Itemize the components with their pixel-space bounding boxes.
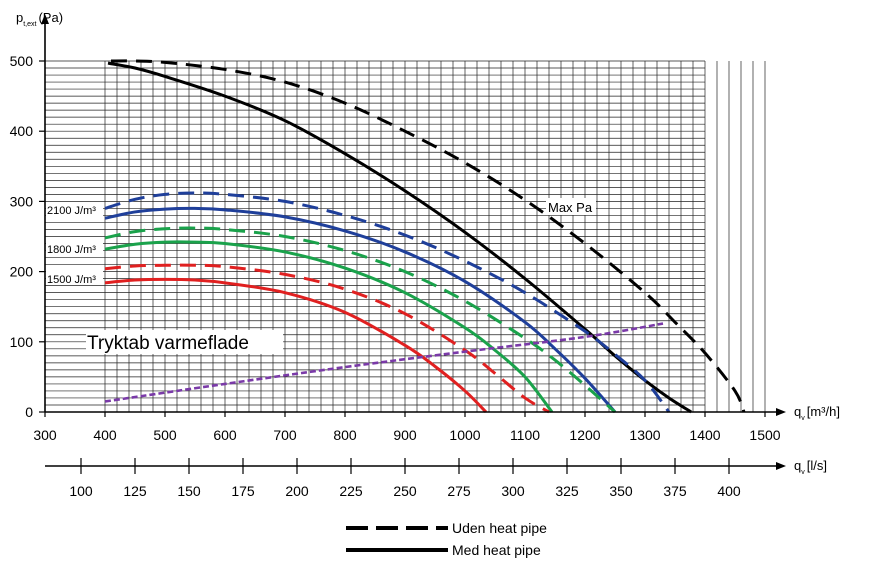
tryktab-label-bg bbox=[86, 330, 283, 354]
x2-tick-label: 100 bbox=[69, 483, 93, 499]
series-line-max-pa-uden-heat-pipe bbox=[110, 59, 746, 413]
x2-tick-label: 200 bbox=[285, 483, 309, 499]
x2-tick-label: 375 bbox=[663, 483, 687, 499]
x2-tick-label: 225 bbox=[339, 483, 363, 499]
y-tick-label: 300 bbox=[10, 193, 34, 209]
chart-labels: 0 100 200 300 400 500 300 400 500 600 700 800 900 100… bbox=[10, 10, 840, 499]
x-tick-label: 600 bbox=[213, 427, 237, 443]
series-line-2100-j-m-uden-heat-pipe bbox=[104, 191, 671, 413]
chart-series bbox=[104, 59, 746, 414]
x-tick-label: 1100 bbox=[510, 427, 540, 443]
svg-text:Max Pa: Max Pa bbox=[548, 200, 593, 215]
y-tick-label: 0 bbox=[25, 404, 33, 420]
x-tick-label: 800 bbox=[333, 427, 357, 443]
y-axis-arrow-icon bbox=[41, 14, 49, 24]
j1500-label-bg bbox=[46, 271, 103, 285]
y-tick-label: 100 bbox=[10, 334, 34, 350]
y-tick-label: 200 bbox=[10, 264, 34, 280]
j1800-label: 1800 J/m³ bbox=[47, 244, 96, 256]
x2-axis-arrow-icon bbox=[776, 462, 786, 470]
x2-axis-title: qv [l/s] bbox=[794, 458, 827, 476]
x-tick-label: 700 bbox=[273, 427, 297, 443]
svg-text:1800 J/m³: 1800 J/m³ bbox=[47, 244, 96, 256]
x-tick-label: 400 bbox=[93, 427, 117, 443]
x-tick-label: 1400 bbox=[689, 427, 720, 443]
x-tick-label: 1300 bbox=[629, 427, 660, 443]
series-line-2100-j-m-med-heat-pipe bbox=[104, 206, 617, 413]
x2-tick-label: 250 bbox=[393, 483, 417, 499]
chart-axes bbox=[39, 14, 786, 474]
tryktab-label: Tryktab varmeflade bbox=[87, 333, 249, 354]
series-line-1800-j-m-med-heat-pipe bbox=[104, 240, 554, 413]
x2-tick-label: 125 bbox=[123, 483, 147, 499]
x-axis-title: qv [m³/h] bbox=[794, 404, 840, 422]
x2-tick-label: 175 bbox=[231, 483, 255, 499]
series-line-1500-j-m-uden-heat-pipe bbox=[104, 263, 550, 414]
x2-tick-label: 350 bbox=[609, 483, 633, 499]
x-tick-label: 300 bbox=[33, 427, 57, 443]
legend-entry: Uden heat pipe bbox=[346, 520, 547, 536]
x-tick-label: 500 bbox=[153, 427, 177, 443]
series-line-1800-j-m-uden-heat-pipe bbox=[104, 226, 616, 414]
max-pa-label: Max Pa bbox=[548, 200, 593, 215]
x-tick-label: 1000 bbox=[449, 427, 480, 443]
j1800-label-bg bbox=[46, 241, 103, 255]
x2-tick-label: 325 bbox=[555, 483, 579, 499]
series-line-1500-j-m-med-heat-pipe bbox=[104, 277, 488, 414]
legend-entry: Med heat pipe bbox=[346, 542, 541, 558]
max-pa-label-bg bbox=[546, 198, 596, 215]
j1500-label: 1500 J/m³ bbox=[47, 274, 96, 286]
svg-text:2100 J/m³: 2100 J/m³ bbox=[47, 205, 96, 217]
svg-text:Tryktab varmeflade: Tryktab varmeflade bbox=[87, 333, 249, 354]
y-axis-title: pt,ext (Pa) bbox=[16, 10, 63, 28]
svg-text:1500 J/m³: 1500 J/m³ bbox=[47, 274, 96, 286]
chart-legend: Uden heat pipe Med heat pipe bbox=[346, 520, 547, 558]
j2100-label-bg bbox=[46, 202, 103, 216]
x-tick-label: 900 bbox=[393, 427, 417, 443]
j2100-label: 2100 J/m³ bbox=[47, 205, 96, 217]
legend-label: Uden heat pipe bbox=[452, 520, 547, 536]
x2-tick-label: 150 bbox=[177, 483, 201, 499]
x2-tick-label: 275 bbox=[447, 483, 471, 499]
x-axis-arrow-icon bbox=[776, 408, 786, 416]
y-tick-label: 400 bbox=[10, 123, 34, 139]
y-tick-label: 500 bbox=[10, 53, 34, 69]
legend-label: Med heat pipe bbox=[452, 542, 541, 558]
x-tick-label: 1500 bbox=[749, 427, 780, 443]
x2-tick-label: 400 bbox=[717, 483, 741, 499]
x-tick-label: 1200 bbox=[569, 427, 600, 443]
series-line-tryktab-varmeflade bbox=[104, 322, 664, 403]
x2-tick-label: 300 bbox=[501, 483, 525, 499]
